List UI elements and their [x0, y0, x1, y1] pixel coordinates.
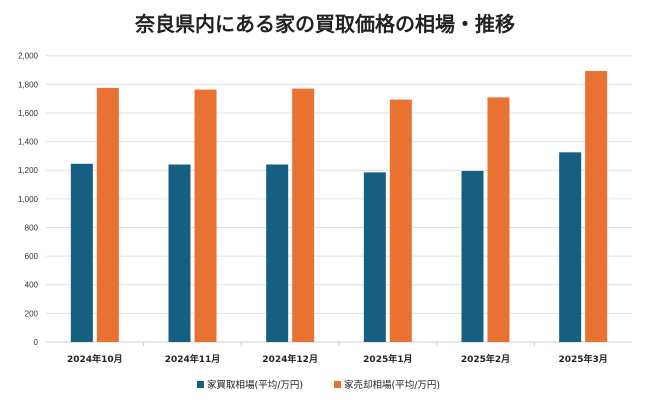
y-tick-label: 800 — [25, 223, 39, 232]
y-tick-label: 2,000 — [18, 52, 39, 61]
bar-sell — [389, 99, 412, 342]
y-tick-label: 1,800 — [18, 80, 39, 89]
bar-sell — [194, 89, 217, 342]
y-tick-label: 1,400 — [18, 138, 39, 147]
bar-buy — [363, 172, 386, 342]
legend-label: 家売却相場(平均/万円) — [344, 379, 440, 391]
x-tick-label: 2025年1月 — [363, 353, 412, 365]
y-tick-label: 600 — [25, 252, 39, 261]
x-tick-label: 2025年3月 — [559, 353, 608, 365]
bar-buy — [266, 164, 289, 342]
y-tick-label: 1,200 — [18, 166, 39, 175]
y-tick-label: 0 — [34, 338, 39, 347]
chart-title: 奈良県内にある家の買取価格の相場・推移 — [135, 12, 515, 36]
y-tick-label: 1,600 — [18, 109, 39, 118]
x-tick-label: 2024年12月 — [262, 353, 318, 365]
bar-sell — [487, 97, 510, 342]
legend-swatch — [197, 381, 204, 388]
x-tick-label: 2025年2月 — [461, 353, 510, 365]
bar-buy — [70, 163, 93, 342]
bar-sell — [585, 71, 608, 342]
y-tick-label: 400 — [25, 281, 39, 290]
bar-sell — [96, 87, 119, 342]
y-tick-label: 200 — [25, 309, 39, 318]
bar-sell — [292, 88, 315, 342]
legend-label: 家買取相場(平均/万円) — [207, 379, 303, 391]
x-tick-label: 2024年10月 — [67, 353, 123, 365]
y-tick-label: 1,000 — [18, 195, 39, 204]
legend-swatch — [334, 381, 341, 388]
bar-buy — [559, 152, 582, 342]
bar-buy — [461, 170, 484, 342]
bar-buy — [168, 164, 191, 342]
x-tick-label: 2024年11月 — [165, 353, 221, 365]
